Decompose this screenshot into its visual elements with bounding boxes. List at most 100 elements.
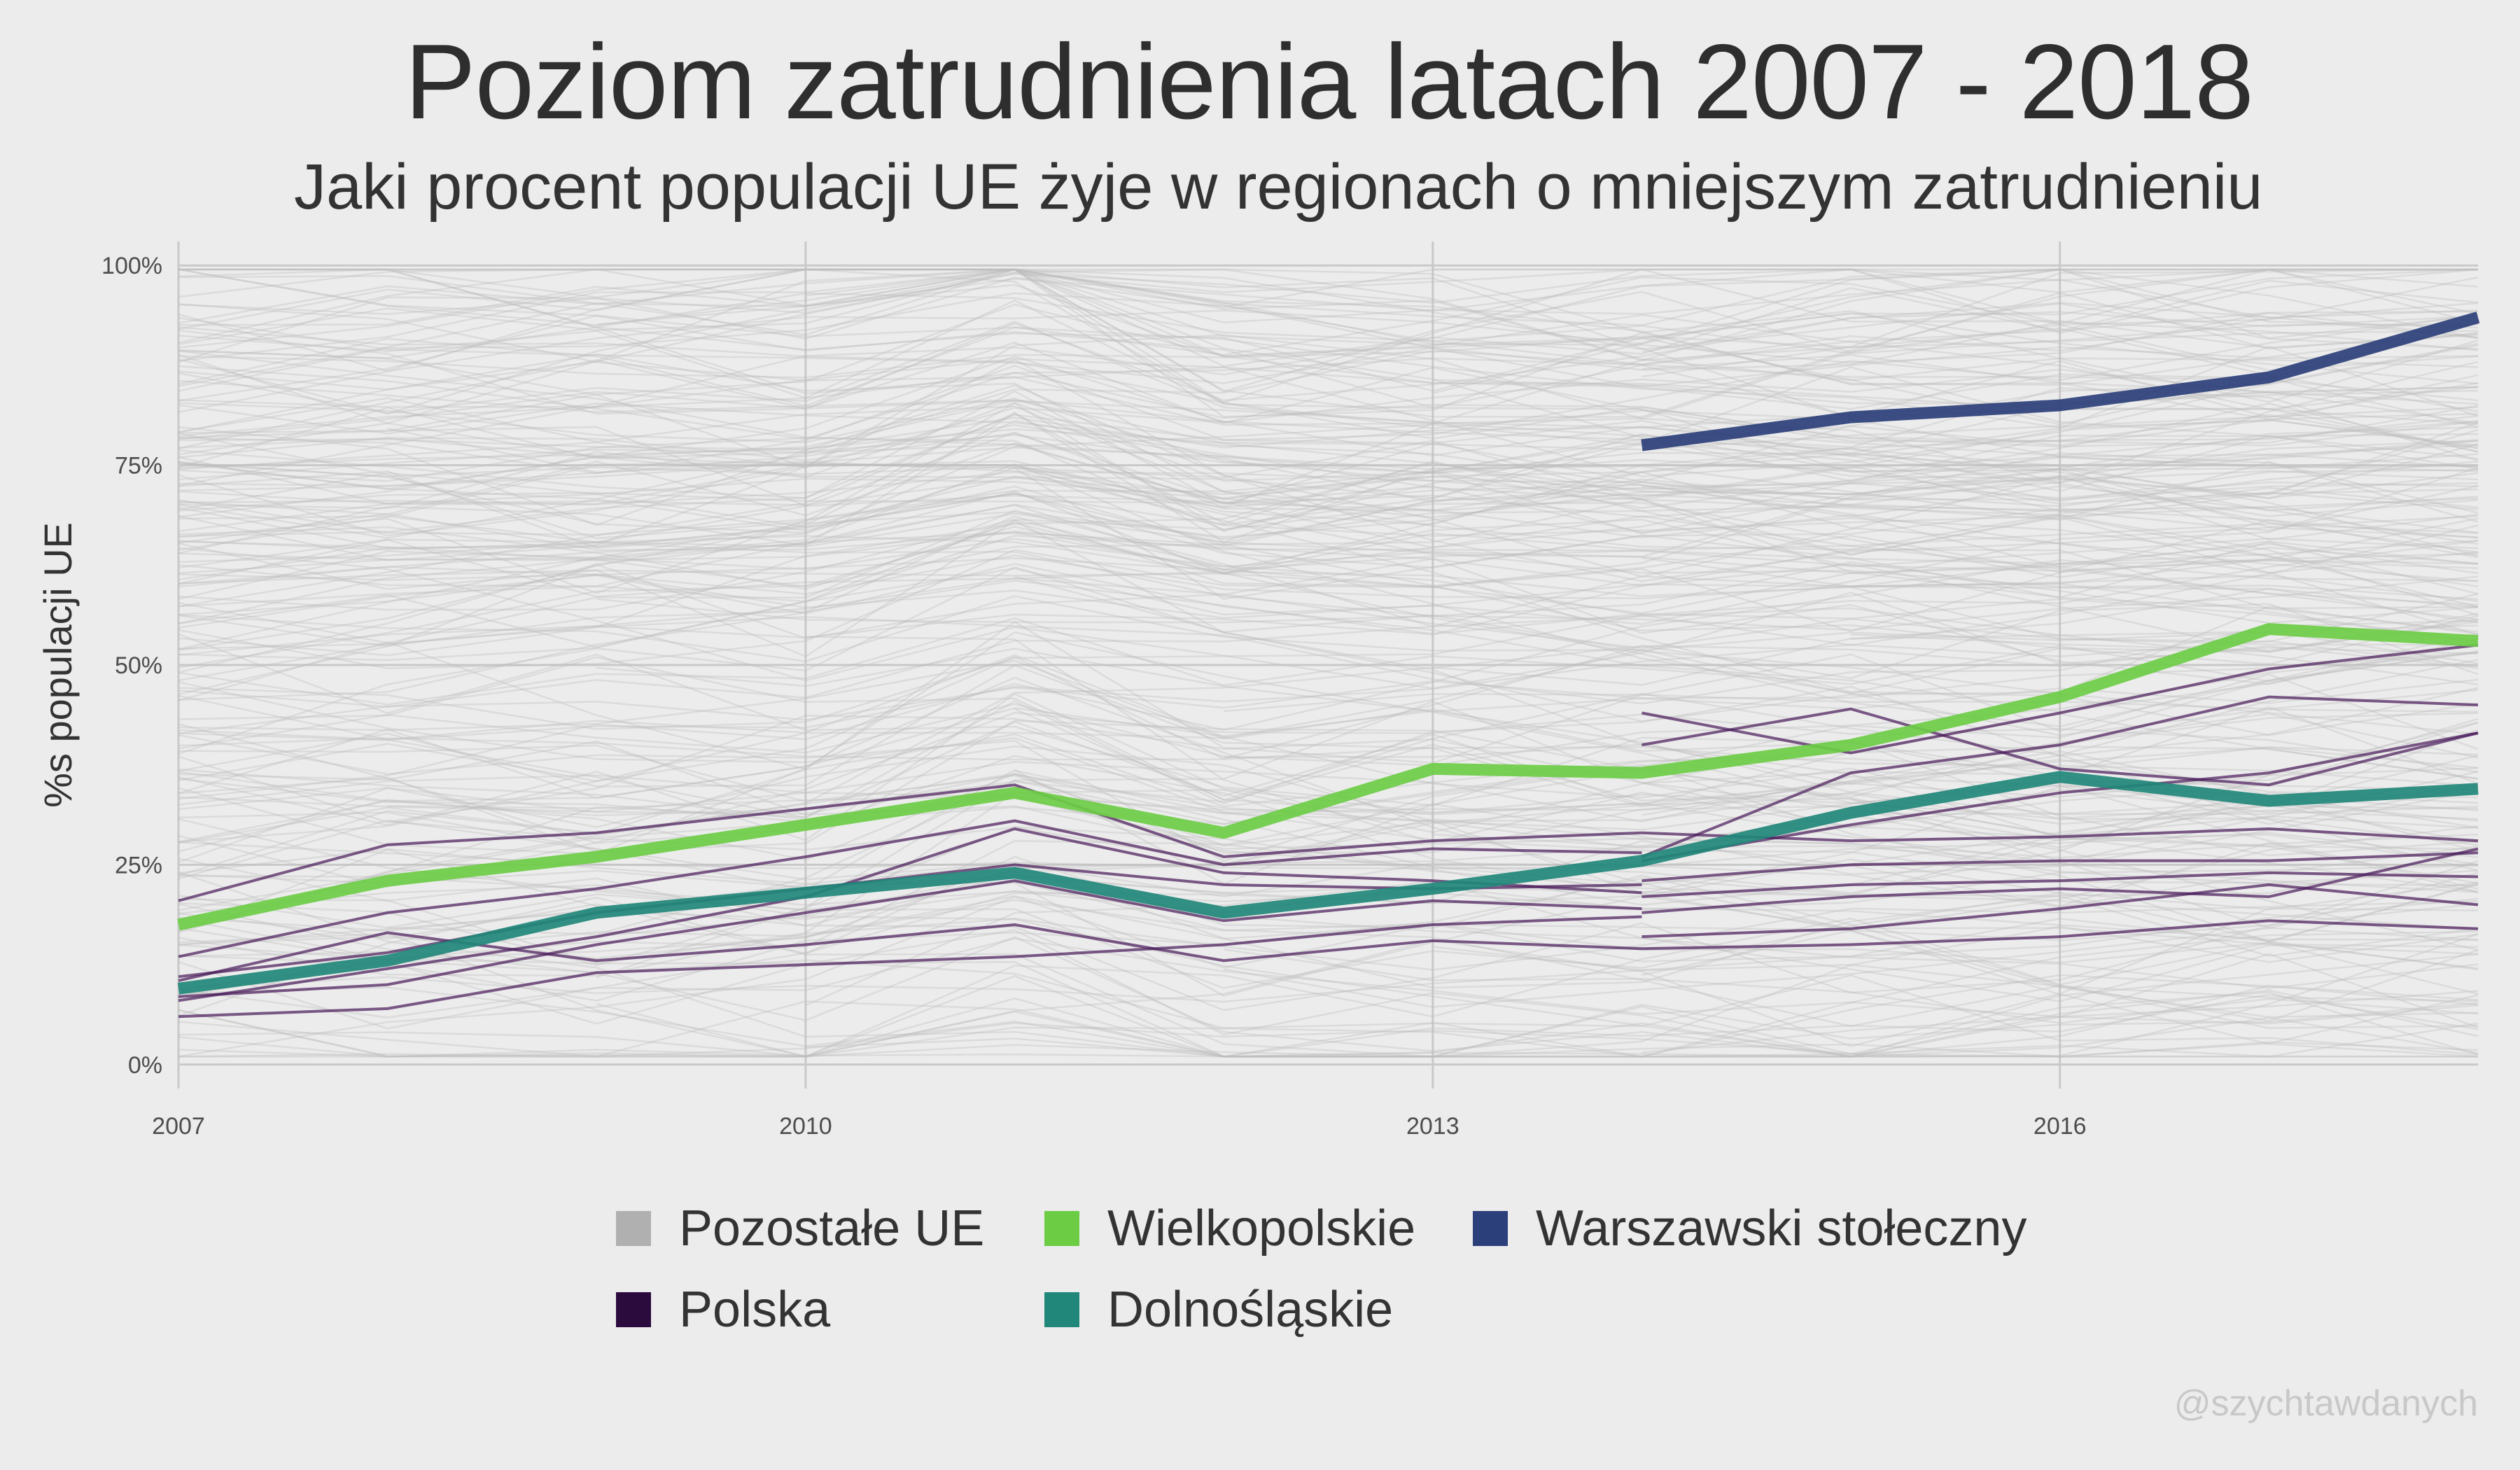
series-line-pozostale-ue [596, 575, 2479, 631]
y-tick-label: 25% [115, 852, 162, 878]
series-line-pozostale-ue [178, 855, 2479, 1022]
series-line-pozostale-ue [178, 577, 2479, 650]
legend-label: Warszawski stołeczny [1536, 1200, 2027, 1256]
series-line-pozostale-ue [178, 455, 2479, 537]
series-line-pozostale-ue [178, 399, 2479, 507]
series-line-pozostale-ue [178, 488, 2479, 588]
series-line-pozostale-ue [178, 268, 2479, 468]
y-tick-label: 100% [102, 253, 162, 279]
series-line-pozostale-ue [178, 438, 2479, 512]
series-line-polska [178, 827, 1642, 1002]
series-line-pozostale-ue [178, 397, 2479, 500]
series-line-pozostale-ue [178, 903, 2479, 1058]
series-line-pozostale-ue [387, 820, 2479, 893]
x-tick-label: 2013 [1406, 1113, 1460, 1140]
series-line-polska [178, 783, 1642, 902]
series-line-pozostale-ue [178, 937, 2479, 1025]
series-line-pozostale-ue [178, 510, 2479, 644]
series-line-pozostale-ue [178, 633, 2479, 862]
series-line-pozostale-ue [178, 737, 2479, 788]
series-line-pozostale-ue [178, 538, 2479, 575]
series-line-pozostale-ue [1432, 268, 2479, 349]
series-line-pozostale-ue [178, 519, 2479, 587]
series-line-pozostale-ue [178, 314, 2479, 419]
series-line-pozostale-ue [178, 268, 2478, 312]
series-line-pozostale-ue [178, 767, 2479, 911]
series-line-pozostale-ue [178, 733, 2479, 890]
series-line-pozostale-ue [178, 292, 2479, 392]
series-line-pozostale-ue [178, 268, 2479, 349]
chart-title: Poziom zatrudnienia latach 2007 - 2018 [405, 22, 2254, 141]
series-line-pozostale-ue [178, 346, 2479, 408]
series-line-pozostale-ue [178, 547, 2479, 690]
series-line-pozostale-ue [1432, 268, 2479, 394]
series-line-pozostale-ue [178, 428, 2479, 510]
chart-subtitle: Jaki procent populacji UE żyje w regiona… [294, 151, 2263, 223]
series-line-pozostale-ue [178, 268, 2479, 557]
legend-item: Wielkopolskie [1044, 1197, 1473, 1260]
series-line-pozostale-ue [178, 519, 2479, 722]
series-line-pozostale-ue [178, 502, 2479, 611]
legend-swatch [616, 1292, 651, 1327]
series-line-pozostale-ue [178, 540, 2479, 730]
series-line-pozostale-ue [178, 631, 2479, 855]
series-line-pozostale-ue [178, 414, 2479, 499]
series-line-pozostale-ue [596, 648, 2479, 713]
series-line-pozostale-ue [178, 993, 2479, 1058]
series-line-pozostale-ue [178, 419, 2479, 551]
series-line-pozostale-ue [1642, 713, 2479, 816]
series-line-polska [178, 923, 1642, 982]
series-line-pozostale-ue [178, 420, 2479, 652]
series-line-pozostale-ue [178, 512, 2479, 601]
series-line-pozostale-ue [178, 895, 2479, 958]
series-line-pozostale-ue [178, 268, 2479, 418]
series-line-pozostale-ue [178, 446, 2479, 492]
series-line-pozostale-ue [178, 303, 2479, 434]
series-line-polska [1642, 871, 2479, 899]
grid [177, 241, 2478, 1088]
series-line-pozostale-ue [178, 437, 2479, 531]
series-line-pozostale-ue [178, 818, 2479, 960]
series-line-pozostale-ue [178, 573, 2479, 620]
series-line-pozostale-ue [178, 268, 2479, 482]
series-line-pozostale-ue [178, 268, 2478, 487]
axes: 0% 25% 50% 75% 100% 2007 2010 2013 2016 %s popula… [36, 253, 2087, 1140]
series-line-pozostale-ue [178, 368, 2479, 470]
series-line-pozostale-ue [178, 268, 2478, 414]
series-line-pozostale-ue [178, 321, 2479, 462]
series-line-pozostale-ue [178, 345, 2479, 540]
series-line-pozostale-ue [178, 463, 2479, 694]
series-line-pozostale-ue [178, 414, 2479, 538]
series-line-pozostale-ue [178, 426, 2479, 549]
series-line-pozostale-ue [178, 486, 2479, 656]
series-line-pozostale-ue [178, 472, 2479, 569]
series-line-pozostale-ue [178, 869, 2479, 930]
series-line-pozostale-ue [178, 607, 2479, 708]
series-line-polska [1642, 707, 2479, 787]
x-tick-label: 2016 [2033, 1113, 2087, 1140]
y-tick-label: 0% [128, 1052, 162, 1079]
series-line-pozostale-ue [1642, 552, 2479, 587]
y-tick-label: 50% [115, 652, 162, 679]
series-line-pozostale-ue [178, 617, 2479, 706]
series-line-pozostale-ue [178, 651, 2479, 735]
series-line-pozostale-ue [178, 707, 2479, 872]
series-line-pozostale-ue [178, 907, 2479, 1058]
series-line-pozostale-ue [178, 276, 2479, 407]
series-line-pozostale-ue [178, 471, 2479, 625]
series-line-pozostale-ue [178, 557, 2479, 696]
series-line-pozostale-ue [178, 419, 2479, 500]
series-line-pozostale-ue [178, 268, 2479, 428]
series-line-pozostale-ue [1432, 645, 2479, 669]
series-line-pozostale-ue [178, 268, 2479, 363]
series-line-pozostale-ue [178, 391, 2479, 457]
series-line-pozostale-ue [178, 746, 2479, 806]
series-line-polska [1641, 695, 2479, 858]
series-line-dolno-l-skie [177, 771, 2479, 995]
series-line-pozostale-ue [178, 515, 2479, 621]
series-line-pozostale-ue [178, 526, 2479, 727]
series-line-pozostale-ue [178, 530, 2479, 572]
series-line-pozostale-ue [178, 903, 2479, 1058]
series-line-pozostale-ue [178, 900, 2479, 977]
series-line-pozostale-ue [178, 1041, 2479, 1058]
